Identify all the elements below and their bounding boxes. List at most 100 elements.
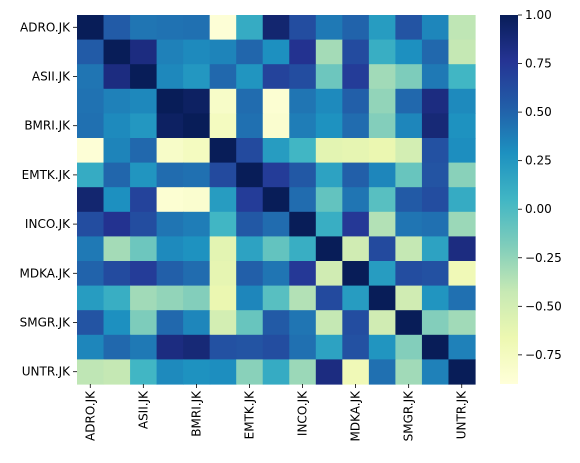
- heatmap-cell-inco-jk-bmri-jk: [183, 211, 211, 237]
- heatmap-cell-smgr-jk-buka-jk: [209, 310, 237, 336]
- heatmap-cell-pgas-jk-smgr-jk: [395, 285, 423, 311]
- heatmap-cell-goto-jk-emtk-jk: [236, 187, 264, 213]
- heatmap-cell-bmri-jk-emtk-jk: [236, 113, 264, 139]
- heatmap-cell-buka-jk-untr-jk: [448, 138, 476, 164]
- heatmap-cell-smgr-jk-adro-jk: [77, 310, 105, 336]
- heatmap-cell-smgr-jk-bmri-jk: [183, 310, 211, 336]
- heatmap-cell-buka-jk-adro-jk: [77, 138, 105, 164]
- heatmap-cell-untr-jk-emtk-jk: [236, 359, 264, 385]
- heatmap-cell-goto-jk-tlkm-jk: [421, 187, 450, 213]
- heatmap-cell-inco-jk-antm-jk: [103, 211, 131, 237]
- heatmap-cell-inco-jk-goto-jk: [262, 211, 290, 237]
- heatmap-cell-pgas-jk-tlkm-jk: [421, 285, 450, 311]
- heatmap-cell-smgr-jk-antm-jk: [103, 310, 131, 336]
- heatmap-cell-goto-jk-asii-jk: [130, 187, 158, 213]
- heatmap-cell-tlkm-jk-bbni-jk: [156, 334, 184, 360]
- heatmap-cell-tlkm-jk-itmg-jk: [315, 334, 343, 360]
- heatmap-cell-untr-jk-goto-jk: [262, 359, 290, 385]
- heatmap-cell-adro-jk-bbni-jk: [156, 15, 184, 41]
- heatmap-cell-bbni-jk-asii-jk: [130, 88, 158, 114]
- heatmap-cell-pgas-jk-antm-jk: [103, 285, 131, 311]
- heatmap-cell-asii-jk-adro-jk: [77, 64, 105, 90]
- heatmap-cell-bbni-jk-untr-jk: [448, 88, 476, 114]
- heatmap-cell-asii-jk-antm-jk: [103, 64, 131, 90]
- heatmap-cell-pgas-jk-inco-jk: [289, 285, 317, 311]
- heatmap-cell-pgas-jk-asii-jk: [130, 285, 158, 311]
- heatmap-cell-bmri-jk-antm-jk: [103, 113, 131, 139]
- heatmap-cell-adro-jk-emtk-jk: [236, 15, 264, 41]
- heatmap-cell-emtk-jk-adro-jk: [77, 162, 105, 188]
- heatmap-cell-mdka-jk-bmri-jk: [183, 261, 211, 287]
- heatmap-cell-tlkm-jk-goto-jk: [262, 334, 290, 360]
- heatmap-cell-untr-jk-bmri-jk: [183, 359, 211, 385]
- heatmap-cell-inco-jk-buka-jk: [209, 211, 237, 237]
- heatmap-cell-untr-jk-pgas-jk: [368, 359, 396, 385]
- heatmap-cell-tlkm-jk-bmri-jk: [183, 334, 211, 360]
- heatmap-cell-bmri-jk-tlkm-jk: [421, 113, 450, 139]
- heatmap-cell-mdka-jk-buka-jk: [209, 261, 237, 287]
- heatmap-cell-tlkm-jk-buka-jk: [209, 334, 237, 360]
- heatmap-cell-antm-jk-smgr-jk: [395, 39, 423, 65]
- heatmap-cell-adro-jk-buka-jk: [209, 15, 237, 41]
- heatmap-cell-untr-jk-antm-jk: [103, 359, 131, 385]
- heatmap-cell-antm-jk-mdka-jk: [342, 39, 370, 65]
- heatmap-cell-antm-jk-adro-jk: [77, 39, 105, 65]
- heatmap-cell-buka-jk-goto-jk: [262, 138, 290, 164]
- heatmap-cell-bmri-jk-adro-jk: [77, 113, 105, 139]
- colorbar-gradient: [500, 15, 518, 384]
- heatmap-cell-bmri-jk-inco-jk: [289, 113, 317, 139]
- heatmap-cell-buka-jk-bbni-jk: [156, 138, 184, 164]
- heatmap-cell-bmri-jk-bbni-jk: [156, 113, 184, 139]
- heatmap-cell-goto-jk-untr-jk: [448, 187, 476, 213]
- heatmap-cell-itmg-jk-tlkm-jk: [421, 236, 450, 262]
- heatmap-cell-emtk-jk-pgas-jk: [368, 162, 396, 188]
- x-tick-label: ADRO.JK: [83, 390, 97, 441]
- heatmap-cell-itmg-jk-itmg-jk: [315, 236, 343, 262]
- y-tick-label: SMGR.JK: [20, 316, 72, 330]
- heatmap-cell-goto-jk-pgas-jk: [368, 187, 396, 213]
- heatmap-cell-untr-jk-smgr-jk: [395, 359, 423, 385]
- heatmap-cell-goto-jk-antm-jk: [103, 187, 131, 213]
- heatmap-cell-tlkm-jk-antm-jk: [103, 334, 131, 360]
- heatmap-cell-itmg-jk-adro-jk: [77, 236, 105, 262]
- heatmap-cell-asii-jk-tlkm-jk: [421, 64, 450, 90]
- heatmap-cell-untr-jk-buka-jk: [209, 359, 237, 385]
- heatmap-cell-mdka-jk-untr-jk: [448, 261, 476, 287]
- heatmap-cell-inco-jk-tlkm-jk: [421, 211, 450, 237]
- heatmap-cell-buka-jk-asii-jk: [130, 138, 158, 164]
- heatmap-cell-tlkm-jk-tlkm-jk: [421, 334, 450, 360]
- heatmap-cell-emtk-jk-bmri-jk: [183, 162, 211, 188]
- heatmap-cell-asii-jk-bbni-jk: [156, 64, 184, 90]
- heatmap-cell-itmg-jk-inco-jk: [289, 236, 317, 262]
- heatmap-cell-adro-jk-bmri-jk: [183, 15, 211, 41]
- heatmap-cell-tlkm-jk-inco-jk: [289, 334, 317, 360]
- heatmap-cell-buka-jk-smgr-jk: [395, 138, 423, 164]
- colorbar-tick-label: 0.75: [525, 57, 552, 71]
- heatmap-cell-mdka-jk-itmg-jk: [315, 261, 343, 287]
- y-tick-label: EMTK.JK: [22, 168, 71, 182]
- heatmap-cell-itmg-jk-mdka-jk: [342, 236, 370, 262]
- heatmap-cell-mdka-jk-bbni-jk: [156, 261, 184, 287]
- heatmap-cell-bmri-jk-pgas-jk: [368, 113, 396, 139]
- heatmap-cell-bbni-jk-mdka-jk: [342, 88, 370, 114]
- heatmap-cell-itmg-jk-antm-jk: [103, 236, 131, 262]
- heatmap-cell-antm-jk-tlkm-jk: [421, 39, 450, 65]
- heatmap-cell-pgas-jk-mdka-jk: [342, 285, 370, 311]
- heatmap-cell-goto-jk-bbni-jk: [156, 187, 184, 213]
- heatmap-cell-antm-jk-buka-jk: [209, 39, 237, 65]
- y-tick-label: UNTR.JK: [22, 365, 71, 379]
- heatmap-cell-smgr-jk-tlkm-jk: [421, 310, 450, 336]
- colorbar-tick-label: −0.25: [525, 251, 562, 265]
- heatmap-cell-asii-jk-bmri-jk: [183, 64, 211, 90]
- heatmap-cell-untr-jk-adro-jk: [77, 359, 105, 385]
- heatmap-cell-pgas-jk-bmri-jk: [183, 285, 211, 311]
- heatmap-cell-emtk-jk-bbni-jk: [156, 162, 184, 188]
- heatmap-cell-tlkm-jk-asii-jk: [130, 334, 158, 360]
- heatmap-cell-pgas-jk-buka-jk: [209, 285, 237, 311]
- heatmap-cells: [77, 15, 476, 385]
- heatmap-cell-adro-jk-antm-jk: [103, 15, 131, 41]
- heatmap-cell-untr-jk-bbni-jk: [156, 359, 184, 385]
- heatmap-cell-itmg-jk-bmri-jk: [183, 236, 211, 262]
- heatmap-cell-mdka-jk-adro-jk: [77, 261, 105, 287]
- x-axis: ADRO.JK ASII.JK BMRI.JK EMTK.JK INCO.JK MDKA.…: [83, 384, 469, 441]
